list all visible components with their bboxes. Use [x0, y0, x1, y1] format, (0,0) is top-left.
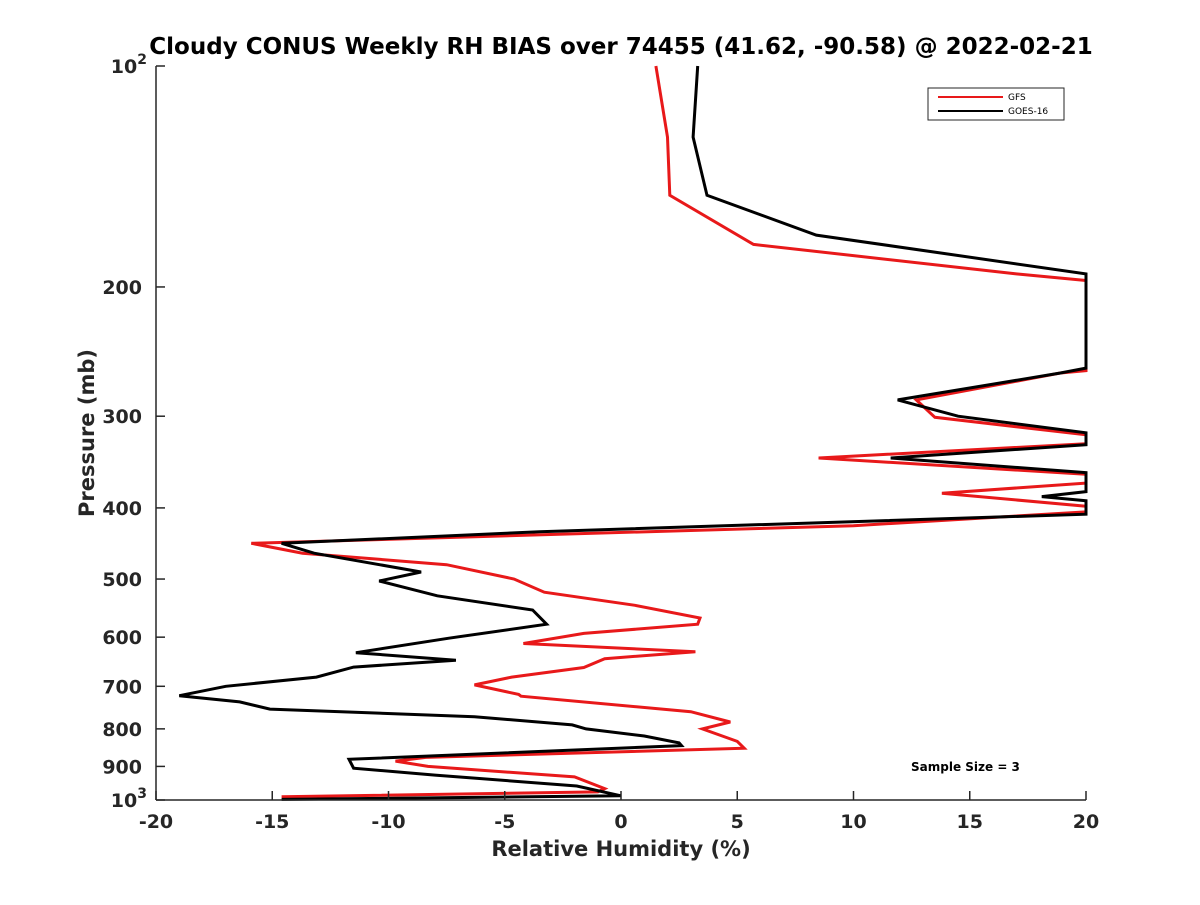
- y-tick-label: 700: [102, 676, 142, 698]
- legend-box: [927, 87, 1065, 121]
- x-tick-label: -20: [139, 811, 173, 833]
- sample-size-annotation: Sample Size = 3: [911, 760, 1020, 774]
- x-axis-ticks: -20 -15 -10 -5 0 5 10 15 20: [139, 791, 1099, 833]
- legend: GFS GOES-16: [927, 87, 1065, 121]
- plot-area: [156, 66, 1086, 800]
- y-tick-label: 400: [102, 498, 142, 520]
- legend-label-goes16: GOES-16: [1008, 107, 1048, 117]
- series-line-gfs: [251, 65, 1088, 799]
- series-line-goes16: [179, 65, 1088, 801]
- x-tick-label: 20: [1073, 811, 1099, 833]
- y-tick-label: 800: [102, 719, 142, 741]
- x-tick-label: 5: [731, 811, 744, 833]
- x-axis-label: Relative Humidity (%): [491, 837, 750, 861]
- y-axis-ticks: 102 200 300 400 500 600 700 800 900 103: [102, 52, 165, 812]
- x-tick-label: -10: [371, 811, 405, 833]
- y-tick-label: 200: [102, 277, 142, 299]
- x-tick-label: 15: [957, 811, 983, 833]
- plot-lines: [179, 65, 1088, 801]
- x-tick-label: -5: [494, 811, 515, 833]
- x-tick-label: 0: [614, 811, 627, 833]
- x-tick-label: -15: [255, 811, 289, 833]
- y-tick-label: 900: [102, 756, 142, 778]
- y-tick-label: 600: [102, 627, 142, 649]
- y-tick-label: 500: [102, 569, 142, 591]
- y-tick-label: 102: [111, 52, 147, 78]
- legend-label-gfs: GFS: [1008, 93, 1026, 103]
- y-tick-label: 300: [102, 406, 142, 428]
- y-axis-label: Pressure (mb): [75, 349, 99, 517]
- x-tick-label: 10: [840, 811, 866, 833]
- y-tick-label: 103: [111, 786, 147, 812]
- chart-title: Cloudy CONUS Weekly RH BIAS over 74455 (…: [149, 34, 1092, 60]
